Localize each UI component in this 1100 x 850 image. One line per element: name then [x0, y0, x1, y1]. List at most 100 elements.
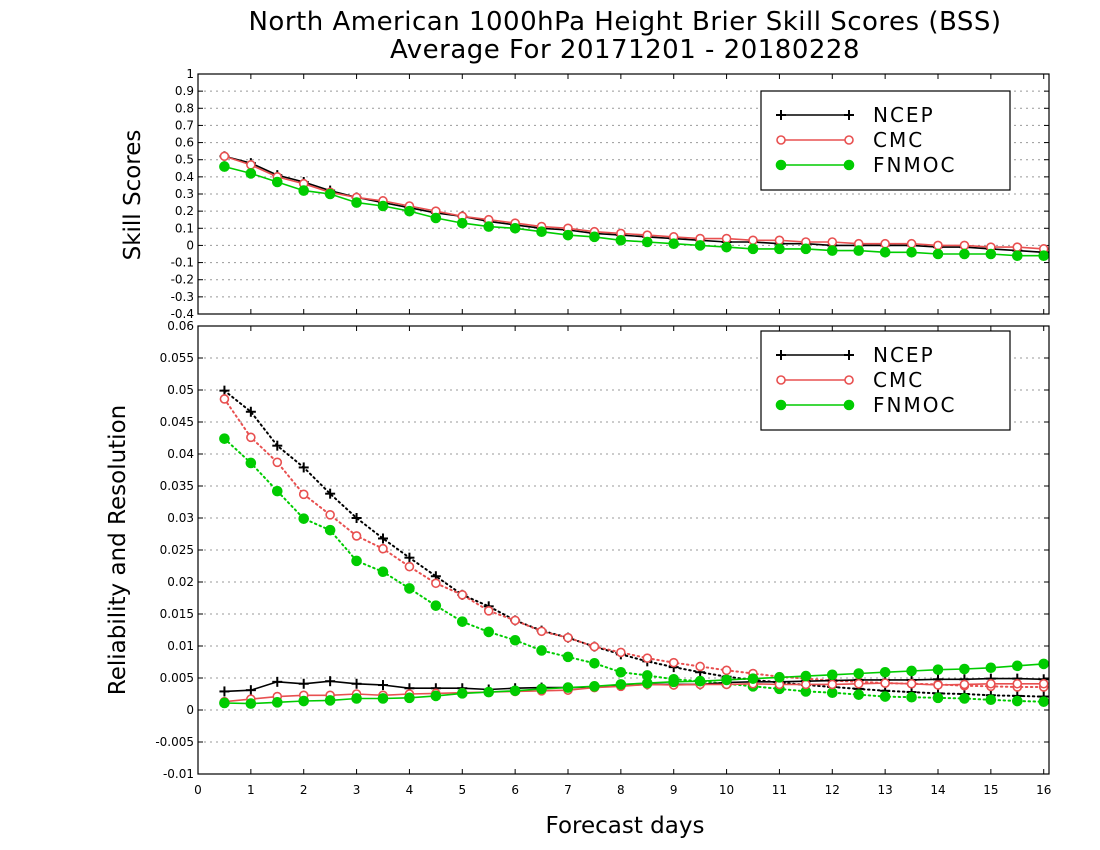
- reliability-resolution-panel: -0.01 -0.005 0 0.005 0.01 0.015 0.02 0.025 0.03 0…: [155, 319, 1051, 797]
- bottom-fnmoc-resolution-point: [985, 694, 997, 706]
- top-fnmoc-point: [589, 231, 600, 243]
- bottom-y-tick-label: 0.005: [160, 671, 194, 685]
- bottom-legend-marker: [775, 399, 787, 411]
- top-fnmoc-point: [879, 246, 891, 258]
- top-fnmoc-point: [377, 200, 389, 212]
- x-tick-label: 15: [983, 783, 998, 797]
- bottom-ncep-resolution-point: [298, 462, 309, 473]
- bottom-y-tick-label: 0.015: [160, 607, 194, 621]
- top-fnmoc-point: [298, 185, 310, 196]
- bottom-cmc-resolution-point: [483, 605, 494, 616]
- bottom-cmc-resolution-point: [404, 561, 415, 572]
- top-fnmoc-point: [932, 248, 944, 260]
- bottom-fnmoc-resolution-point: [853, 689, 865, 700]
- bottom-fnmoc-reliability-point: [641, 677, 653, 689]
- bottom-cmc-reliability-point: [906, 678, 917, 689]
- top-fnmoc-point: [324, 188, 336, 200]
- bottom-cmc-reliability-point: [1012, 678, 1023, 689]
- bottom-fnmoc-reliability-point: [826, 669, 838, 681]
- top-cmc-point: [880, 238, 890, 249]
- bottom-cmc-resolution-point: [695, 661, 705, 672]
- top-fnmoc-point: [404, 205, 415, 217]
- bottom-cmc-reliability-point: [986, 678, 996, 689]
- top-legend-marker: [776, 110, 786, 120]
- bottom-legend-marker: [844, 375, 854, 385]
- bottom-plot-frame: [197, 325, 1050, 775]
- bottom-fnmoc-resolution-point: [245, 457, 257, 469]
- top-fnmoc-point: [483, 221, 495, 232]
- bottom-ncep-resolution-line: [223, 389, 1045, 698]
- bottom-cmc-reliability-point: [933, 680, 943, 690]
- bottom-cmc-resolution-point: [668, 657, 679, 668]
- top-cmc-point: [246, 160, 256, 170]
- bottom-fnmoc-resolution-point: [351, 555, 362, 567]
- bottom-fnmoc-reliability-point: [298, 695, 310, 707]
- bottom-fnmoc-resolution-point: [536, 645, 547, 656]
- bottom-fnmoc-reliability-point: [509, 685, 521, 697]
- top-y-tick-label: -0.3: [171, 290, 194, 304]
- top-cmc-point: [748, 235, 758, 246]
- bottom-fnmoc-resolution-point: [219, 433, 230, 444]
- bottom-fnmoc-resolution-point: [826, 687, 838, 699]
- top-y-tick-label: 0.5: [175, 153, 194, 167]
- x-tick-label: 3: [353, 783, 361, 797]
- bottom-fnmoc-reliability-point: [879, 666, 891, 678]
- x-tick-label: 7: [564, 783, 572, 797]
- bottom-cmc-resolution-point: [616, 647, 626, 658]
- bottom-fnmoc-reliability-point: [271, 697, 283, 708]
- top-cmc-point: [959, 240, 970, 251]
- top-fnmoc-point: [1038, 250, 1050, 262]
- x-tick-label: 11: [772, 783, 787, 797]
- top-fnmoc-point: [430, 212, 442, 224]
- top-y-tick-label: -0.1: [171, 256, 194, 270]
- top-fnmoc-point: [774, 243, 785, 255]
- bottom-fnmoc-resolution-point: [377, 566, 389, 578]
- top-legend-label: CMC: [873, 128, 924, 152]
- bottom-fnmoc-resolution-point: [1038, 696, 1050, 707]
- bottom-fnmoc-reliability-point: [351, 693, 362, 704]
- top-cmc-point: [933, 240, 943, 251]
- bottom-fnmoc-resolution-point: [959, 693, 970, 704]
- bottom-cmc-resolution-point: [536, 626, 547, 637]
- bottom-ncep-reliability-point: [219, 686, 230, 697]
- bottom-y-tick-label: -0.01: [163, 767, 194, 781]
- top-fnmoc-point: [536, 226, 547, 238]
- x-tick-label: 6: [511, 783, 519, 797]
- bottom-cmc-resolution-point: [219, 394, 230, 404]
- bottom-fnmoc-resolution-point: [404, 583, 415, 594]
- bottom-fnmoc-resolution-point: [430, 600, 442, 611]
- bottom-y-tick-label: 0.035: [160, 479, 194, 493]
- bottom-ncep-resolution-point: [245, 406, 256, 417]
- chart-title: North American 1000hPa Height Brier Skil…: [248, 7, 1001, 37]
- top-y-tick-label: 0.8: [175, 101, 194, 115]
- bottom-fnmoc-resolution-point: [1011, 695, 1023, 707]
- x-tick-label: 8: [617, 783, 625, 797]
- bottom-fnmoc-reliability-point: [721, 674, 732, 686]
- bottom-cmc-reliability-point: [827, 679, 838, 690]
- bottom-cmc-resolution-point: [298, 489, 309, 500]
- bottom-fnmoc-reliability-point: [985, 662, 997, 674]
- top-y-tick-label: 0.6: [175, 136, 194, 150]
- top-legend-marker: [844, 135, 854, 145]
- bottom-cmc-resolution-point: [721, 665, 732, 676]
- bottom-fnmoc-reliability-point: [1038, 658, 1050, 670]
- bottom-cmc-resolution-point: [351, 531, 362, 541]
- bottom-cmc-reliability-point: [801, 679, 811, 690]
- top-y-axis-label: Skill Scores: [120, 130, 146, 261]
- top-y-tick-label: 0.1: [175, 221, 194, 235]
- bottom-fnmoc-resolution-point: [562, 651, 574, 663]
- top-fnmoc-point: [721, 241, 732, 253]
- bottom-y-tick-label: 0.04: [167, 447, 194, 461]
- bottom-legend-marker: [776, 350, 786, 360]
- top-y-tick-label: 0.7: [175, 118, 194, 132]
- bottom-fnmoc-resolution-point: [615, 666, 627, 678]
- bottom-fnmoc-reliability-point: [219, 697, 230, 709]
- top-fnmoc-point: [985, 248, 997, 260]
- top-cmc-point: [219, 151, 230, 162]
- x-axis-label: Forecast days: [546, 813, 705, 839]
- bottom-fnmoc-reliability-point: [615, 679, 627, 690]
- bottom-fnmoc-resolution-point: [271, 485, 283, 497]
- bottom-ncep-resolution-point: [272, 440, 283, 451]
- bottom-fnmoc-resolution-point: [589, 657, 600, 669]
